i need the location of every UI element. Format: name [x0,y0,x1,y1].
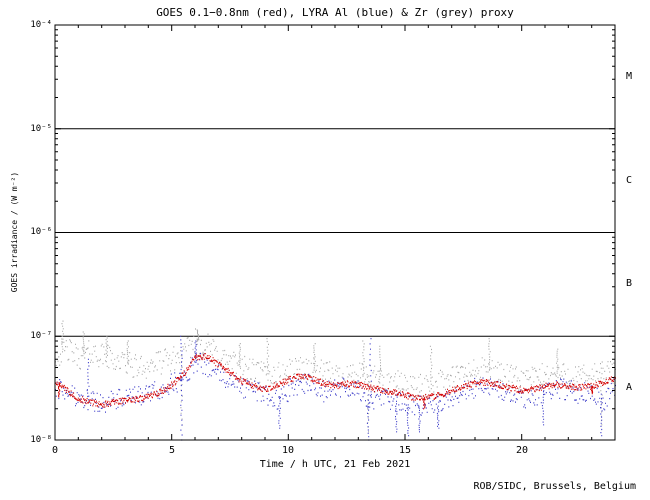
y-tick-label: 10⁻⁵ [30,124,52,134]
y-tick-label: 10⁻⁸ [30,435,52,445]
x-tick-label: 0 [51,445,59,456]
flare-class-label-b: B [626,278,633,289]
chart-title: GOES 0.1−0.8nm (red), LYRA Al (blue) & Z… [156,6,514,19]
y-tick-label: 10⁻⁴ [30,20,52,30]
y-tick-label: 10⁻⁶ [30,227,52,237]
y-axis-label: GOES irradiance / (W m⁻²) [10,171,19,293]
x-tick-label: 15 [398,445,412,456]
y-tick-label: 10⁻⁷ [30,331,52,341]
x-axis-label: Time / h UTC, 21 Feb 2021 [259,459,411,470]
flare-class-label-a: A [626,382,633,393]
x-tick-label: 20 [515,445,529,456]
credit-text: ROB/SIDC, Brussels, Belgium [473,481,636,492]
x-tick-label: 10 [281,445,295,456]
x-tick-label: 5 [168,445,176,456]
flare-class-label-m: M [626,71,633,82]
flare-class-label-c: C [626,175,633,186]
